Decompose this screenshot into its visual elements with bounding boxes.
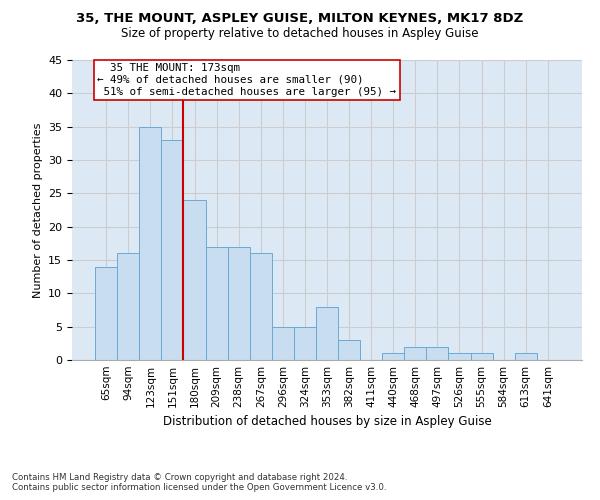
- Bar: [95, 266, 117, 360]
- Text: Size of property relative to detached houses in Aspley Guise: Size of property relative to detached ho…: [121, 28, 479, 40]
- Bar: [294, 326, 316, 360]
- Bar: [316, 306, 338, 360]
- Text: 35 THE MOUNT: 173sqm
← 49% of detached houses are smaller (90)
 51% of semi-deta: 35 THE MOUNT: 173sqm ← 49% of detached h…: [97, 64, 397, 96]
- Bar: [382, 354, 404, 360]
- Bar: [427, 346, 448, 360]
- Text: Contains public sector information licensed under the Open Government Licence v3: Contains public sector information licen…: [12, 484, 386, 492]
- Bar: [161, 140, 184, 360]
- Bar: [117, 254, 139, 360]
- Bar: [338, 340, 360, 360]
- Bar: [470, 354, 493, 360]
- Y-axis label: Number of detached properties: Number of detached properties: [32, 122, 43, 298]
- Text: 35, THE MOUNT, ASPLEY GUISE, MILTON KEYNES, MK17 8DZ: 35, THE MOUNT, ASPLEY GUISE, MILTON KEYN…: [76, 12, 524, 26]
- Bar: [206, 246, 227, 360]
- Bar: [404, 346, 427, 360]
- Bar: [184, 200, 206, 360]
- Bar: [227, 246, 250, 360]
- Text: Contains HM Land Registry data © Crown copyright and database right 2024.: Contains HM Land Registry data © Crown c…: [12, 474, 347, 482]
- Bar: [250, 254, 272, 360]
- Bar: [515, 354, 537, 360]
- X-axis label: Distribution of detached houses by size in Aspley Guise: Distribution of detached houses by size …: [163, 416, 491, 428]
- Bar: [272, 326, 294, 360]
- Bar: [448, 354, 470, 360]
- Bar: [139, 126, 161, 360]
